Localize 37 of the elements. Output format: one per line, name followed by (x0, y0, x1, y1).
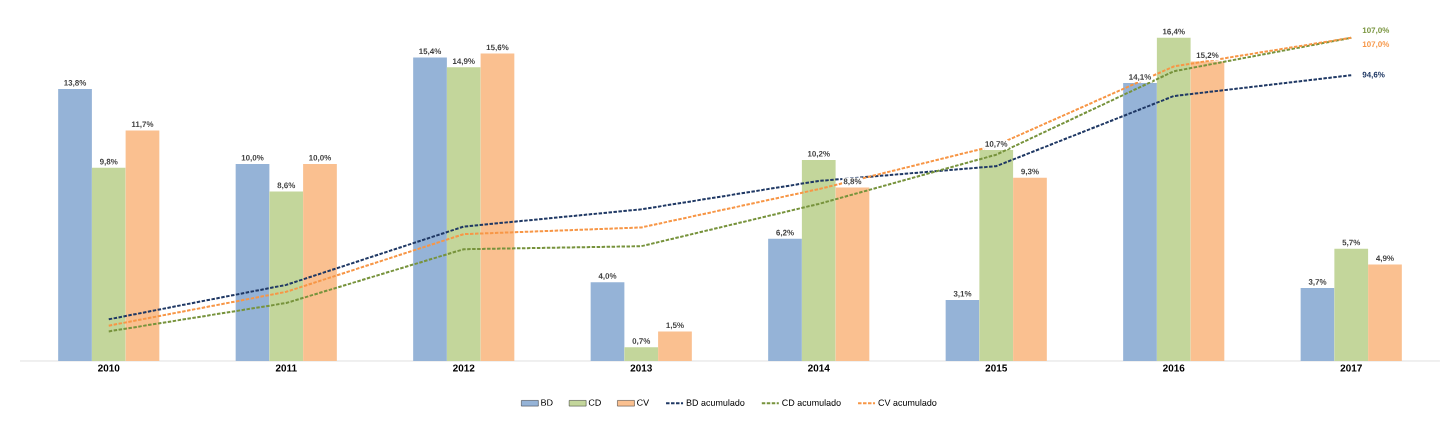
x-tick-label: 2010 (98, 364, 120, 372)
bar (480, 53, 515, 361)
bar (269, 191, 304, 361)
bar (58, 89, 92, 361)
bar (446, 67, 481, 361)
bar (979, 150, 1014, 361)
legend-label: CD (588, 399, 601, 406)
legend-label: CV (637, 399, 650, 406)
x-tick-label: 2012 (453, 364, 475, 372)
legend-label: BD (541, 399, 553, 406)
x-tick-label: 2016 (1163, 364, 1185, 372)
bar (235, 163, 270, 361)
bar (125, 130, 160, 361)
bar (91, 167, 126, 361)
legend-label: CV acumulado (878, 399, 937, 406)
bar (1368, 264, 1402, 361)
bar (413, 57, 447, 361)
legend-label: BD acumulado (686, 399, 745, 406)
x-tick-label: 2014 (808, 364, 830, 372)
bar (1334, 248, 1369, 361)
bar (835, 187, 870, 361)
bar (590, 282, 625, 361)
bar (768, 238, 802, 361)
legend-label: CD acumulado (782, 399, 841, 406)
bar (1013, 177, 1047, 361)
bar (624, 347, 659, 361)
bar (801, 159, 836, 361)
bar (1190, 61, 1225, 361)
bar (1156, 37, 1191, 361)
x-tick-label: 2011 (275, 364, 297, 372)
x-tick-label: 2017 (1340, 364, 1362, 372)
bar (658, 331, 692, 361)
x-tick-label: 2015 (985, 364, 1008, 372)
bar (303, 163, 337, 361)
bar (945, 299, 980, 361)
x-tick-label: 2013 (630, 364, 652, 372)
bar (1300, 288, 1335, 361)
